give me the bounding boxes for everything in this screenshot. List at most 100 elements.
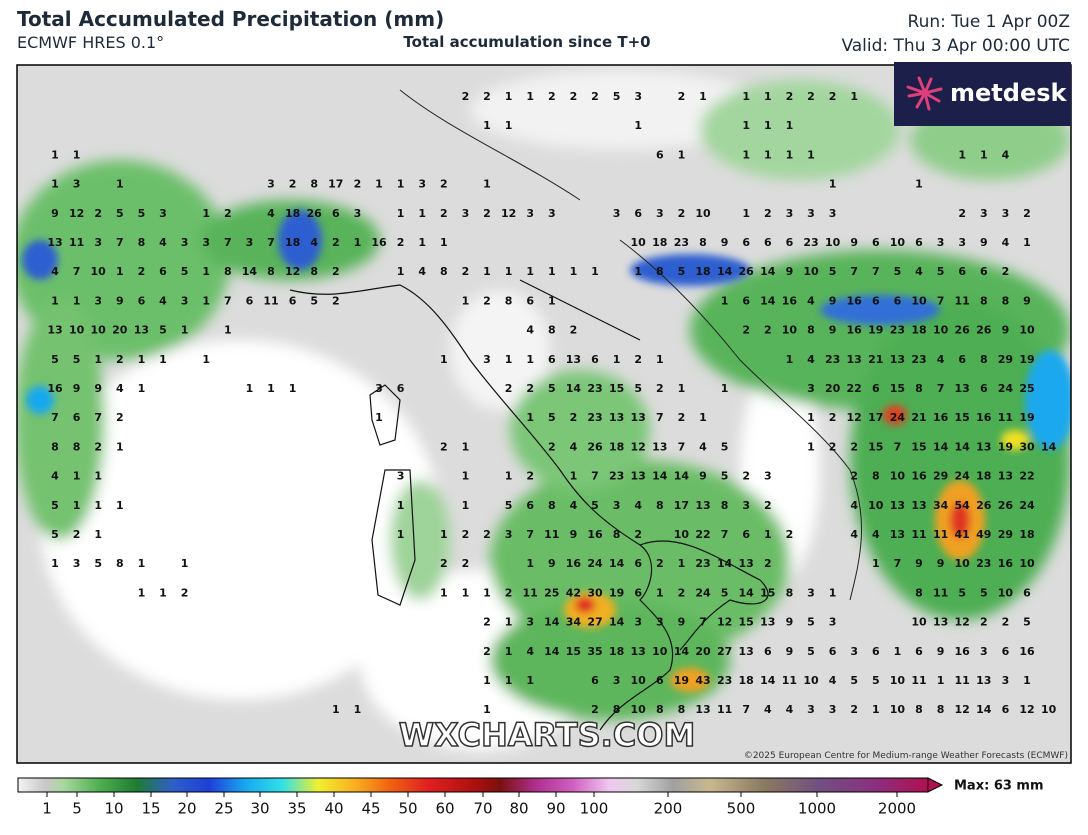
station-value: 13 <box>890 499 905 512</box>
station-value: 1 <box>526 353 534 366</box>
station-value: 1 <box>462 440 470 453</box>
station-value: 11 <box>782 674 797 687</box>
station-value: 23 <box>587 382 602 395</box>
station-value: 5 <box>116 207 124 220</box>
station-value: 9 <box>699 470 707 483</box>
colorbar-label: 50 <box>398 800 417 818</box>
colorbar-label: 45 <box>361 800 380 818</box>
station-value: 3 <box>850 645 858 658</box>
station-value: 9 <box>980 236 988 249</box>
station-value: 2 <box>440 557 448 570</box>
station-value: 6 <box>138 294 146 307</box>
station-value: 13 <box>739 557 754 570</box>
station-value: 14 <box>609 557 625 570</box>
station-value: 2 <box>462 557 470 570</box>
colorbar <box>17 777 929 793</box>
subtitle: Total accumulation since T+0 <box>403 33 650 51</box>
islands <box>369 384 416 606</box>
station-value: 3 <box>613 674 621 687</box>
station-value: 16 <box>47 382 63 395</box>
station-value: 6 <box>656 148 664 161</box>
station-value: 1 <box>678 557 686 570</box>
station-value: 1 <box>721 294 729 307</box>
station-value: 16 <box>933 411 949 424</box>
station-value: 14 <box>760 674 776 687</box>
station-value: 23 <box>890 324 905 337</box>
station-value: 9 <box>829 324 837 337</box>
station-value: 2 <box>224 207 232 220</box>
station-value: 8 <box>786 586 794 599</box>
station-value: 1 <box>937 674 945 687</box>
station-value: 12 <box>1019 703 1034 716</box>
station-value: 26 <box>587 440 603 453</box>
station-value: 1 <box>116 440 124 453</box>
station-value: 16 <box>371 236 387 249</box>
station-value: 1 <box>375 178 383 191</box>
station-value: 13 <box>695 703 710 716</box>
station-value: 7 <box>224 294 232 307</box>
station-value: 7 <box>937 382 945 395</box>
station-value: 2 <box>138 265 146 278</box>
station-value: 15 <box>760 586 775 599</box>
station-value: 1 <box>267 382 275 395</box>
station-value: 6 <box>829 645 837 658</box>
station-value: 1 <box>483 178 491 191</box>
station-value: 1 <box>591 265 599 278</box>
station-value: 24 <box>955 470 971 483</box>
valid-time: Valid: Thu 3 Apr 00:00 UTC <box>841 36 1070 56</box>
station-value: 1 <box>764 90 772 103</box>
station-value: 16 <box>1019 645 1035 658</box>
station-value: 1 <box>915 178 923 191</box>
station-value: 2 <box>764 207 772 220</box>
station-value: 13 <box>847 353 862 366</box>
station-value: 8 <box>613 528 621 541</box>
station-value: 5 <box>721 440 729 453</box>
station-value: 1 <box>483 703 491 716</box>
station-value: 3 <box>159 207 167 220</box>
station-value: 7 <box>267 236 275 249</box>
station-value: 1 <box>505 470 513 483</box>
station-value: 4 <box>764 703 772 716</box>
station-value: 2 <box>354 178 362 191</box>
station-value: 14 <box>609 616 625 629</box>
map-title: Total Accumulated Precipitation (mm) <box>17 7 444 31</box>
station-value: 3 <box>958 236 966 249</box>
station-value: 1 <box>505 353 513 366</box>
station-value: 26 <box>955 324 971 337</box>
station-value: 2 <box>440 440 448 453</box>
station-value: 1 <box>656 353 664 366</box>
station-value: 14 <box>717 265 733 278</box>
station-value: 13 <box>760 616 775 629</box>
station-value: 4 <box>872 528 880 541</box>
station-value: 8 <box>980 294 988 307</box>
colorbar-label: 80 <box>509 800 528 818</box>
station-value: 1 <box>354 703 362 716</box>
station-value: 15 <box>609 382 624 395</box>
precip-field <box>17 70 1070 750</box>
station-value: 5 <box>51 499 59 512</box>
station-value: 5 <box>591 499 599 512</box>
station-value: 2 <box>850 470 858 483</box>
station-value: 6 <box>634 207 642 220</box>
coastline <box>289 279 769 731</box>
station-value: 8 <box>656 265 664 278</box>
station-value: 10 <box>890 470 906 483</box>
map-frame <box>16 64 1072 764</box>
station-value: 3 <box>181 236 189 249</box>
station-value: 11 <box>933 586 948 599</box>
station-value: 1 <box>505 265 513 278</box>
station-value: 1 <box>138 557 146 570</box>
colorbar-label: 35 <box>287 800 306 818</box>
station-value: 5 <box>94 557 102 570</box>
station-value: 5 <box>181 265 189 278</box>
station-value: 3 <box>764 470 772 483</box>
station-value: 8 <box>721 499 729 512</box>
station-value: 5 <box>138 207 146 220</box>
station-value: 2 <box>548 440 556 453</box>
station-value: 8 <box>656 499 664 512</box>
station-value: 19 <box>609 586 624 599</box>
station-value: 12 <box>955 616 970 629</box>
station-value: 11 <box>544 528 559 541</box>
station-value: 3 <box>354 207 362 220</box>
station-value: 1 <box>397 178 405 191</box>
